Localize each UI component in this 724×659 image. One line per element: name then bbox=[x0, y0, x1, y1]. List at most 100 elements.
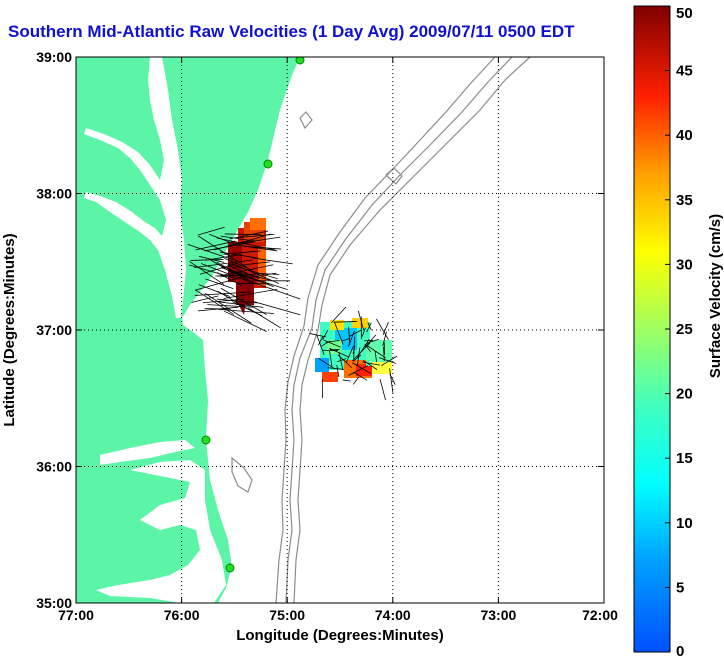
vector-arrow bbox=[389, 368, 394, 393]
vector-arrow bbox=[232, 236, 281, 245]
vector-arrow bbox=[362, 361, 380, 366]
grid-lines bbox=[76, 57, 604, 603]
y-tick-label: 39:00 bbox=[36, 49, 72, 65]
vector-arrow bbox=[352, 354, 362, 362]
vector-arrow bbox=[348, 327, 351, 345]
x-tick-label: 77:00 bbox=[58, 607, 94, 623]
x-tick-label: 73:00 bbox=[480, 607, 516, 623]
vector-arrow bbox=[229, 230, 269, 240]
colorbar-tick-label: 25 bbox=[676, 321, 693, 338]
vector-arrow bbox=[374, 350, 378, 363]
station-marker bbox=[263, 159, 273, 169]
vector-arrow bbox=[248, 272, 277, 278]
vector-arrow bbox=[382, 321, 389, 335]
vector-arrow bbox=[318, 357, 335, 369]
colorbar-tick-label: 50 bbox=[676, 5, 693, 22]
vector-arrow bbox=[366, 344, 386, 359]
vector-arrow bbox=[210, 259, 235, 275]
station-markers bbox=[201, 57, 305, 573]
vector-arrow bbox=[191, 295, 219, 303]
x-axis-label: Longitude (Degrees:Minutes) bbox=[236, 627, 444, 644]
vector-arrow bbox=[356, 347, 361, 367]
vector-arrow bbox=[195, 289, 235, 315]
colorbar-tick-label: 40 bbox=[676, 127, 693, 144]
vector-arrow bbox=[327, 367, 344, 370]
vector-arrow bbox=[189, 264, 237, 279]
vector-arrow bbox=[195, 240, 236, 251]
vector-arrow bbox=[345, 346, 354, 363]
vector-arrow bbox=[322, 330, 329, 340]
x-tick-label: 75:00 bbox=[269, 607, 305, 623]
vector-arrow bbox=[364, 344, 372, 352]
vector-arrow bbox=[217, 264, 274, 277]
colorbar-gradient bbox=[633, 5, 671, 653]
tick-marks bbox=[76, 57, 604, 603]
vector-arrow bbox=[199, 263, 235, 275]
vector-arrow bbox=[205, 254, 242, 261]
vector-arrow bbox=[223, 288, 278, 299]
vector-arrow bbox=[198, 284, 230, 297]
vector-arrow bbox=[329, 350, 333, 367]
vector-arrow bbox=[241, 233, 271, 244]
vector-arrow bbox=[221, 267, 274, 288]
vector-arrow bbox=[338, 352, 344, 371]
vector-arrow bbox=[342, 379, 351, 382]
vector-arrow bbox=[202, 298, 245, 304]
vector-arrow bbox=[366, 338, 379, 344]
vector-arrow bbox=[321, 340, 331, 347]
colorbar-tick-label: 45 bbox=[676, 63, 693, 80]
vector-arrow bbox=[378, 357, 396, 364]
colorbar-tick-label: 35 bbox=[676, 192, 693, 209]
colorbar-tick-label: 30 bbox=[676, 256, 693, 273]
y-axis-label: Latitude (Degrees:Minutes) bbox=[1, 233, 18, 426]
vector-arrow bbox=[356, 338, 370, 359]
vector-arrow bbox=[247, 307, 281, 329]
vector-arrow bbox=[352, 345, 356, 354]
map-title: Southern Mid-Atlantic Raw Velocities (1 … bbox=[8, 22, 575, 41]
vector-arrow bbox=[237, 270, 270, 281]
vector-arrow bbox=[333, 321, 357, 323]
colorbar-tick-label: 15 bbox=[676, 450, 693, 467]
colorbar-label: Surface Velocity (cm/s) bbox=[707, 214, 724, 378]
y-tick-label: 38:00 bbox=[36, 186, 72, 202]
vector-arrow bbox=[336, 364, 340, 378]
vector-arrow bbox=[331, 306, 347, 324]
y-tick-label: 37:00 bbox=[36, 322, 72, 338]
colorbar-tick-label: 5 bbox=[676, 579, 684, 596]
station-marker bbox=[201, 435, 211, 445]
vector-arrow bbox=[189, 261, 225, 285]
vector-arrow bbox=[381, 355, 398, 366]
vector-arrow bbox=[216, 298, 258, 304]
colorbar-tick-label: 20 bbox=[676, 386, 693, 403]
y-tick-labels: 39:00 38:00 37:00 36:00 35:00 bbox=[36, 49, 72, 611]
vector-arrow bbox=[317, 336, 324, 346]
vector-arrow bbox=[389, 373, 396, 385]
vector-arrow bbox=[204, 292, 252, 324]
vector-arrow bbox=[376, 318, 389, 340]
vector-arrow bbox=[250, 281, 301, 300]
vector-arrow bbox=[348, 365, 368, 376]
y-tick-label: 36:00 bbox=[36, 459, 72, 475]
vector-arrow bbox=[353, 371, 368, 381]
vector-arrow bbox=[214, 239, 252, 251]
y-tick-label: 35:00 bbox=[36, 595, 72, 611]
vector-arrow bbox=[198, 235, 248, 268]
vector-arrow bbox=[208, 233, 235, 245]
vector-arrow bbox=[223, 250, 261, 255]
vector-arrow bbox=[242, 261, 271, 266]
vector-arrow bbox=[232, 244, 278, 252]
vector-arrow bbox=[336, 358, 347, 363]
x-tick-labels: 77:00 76:00 75:00 74:00 73:00 72:00 bbox=[58, 607, 618, 623]
vector-arrow bbox=[352, 376, 360, 385]
vector-arrow bbox=[205, 278, 234, 290]
vector-arrow bbox=[253, 272, 280, 275]
pamlico-sound bbox=[96, 460, 226, 603]
vector-arrow bbox=[224, 233, 262, 236]
vector-arrow bbox=[351, 362, 372, 374]
vector-arrow bbox=[333, 321, 344, 345]
vector-arrow bbox=[220, 287, 267, 315]
vector-arrow bbox=[204, 241, 255, 252]
station-marker bbox=[225, 563, 235, 573]
